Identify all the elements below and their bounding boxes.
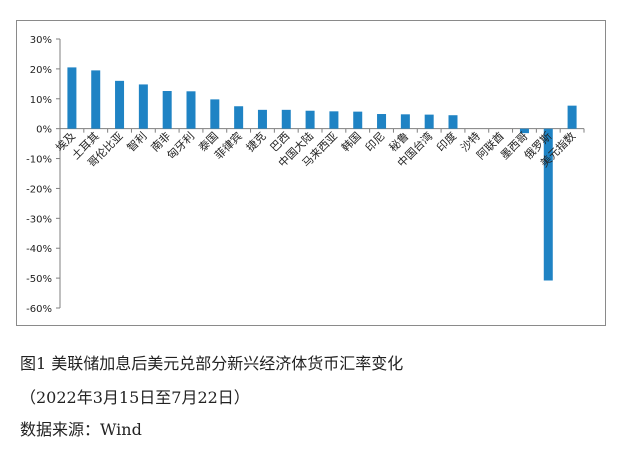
bar (162, 91, 172, 129)
bar (424, 114, 434, 129)
bar (91, 70, 101, 129)
bar (234, 106, 244, 129)
bar (519, 128, 529, 134)
bar (400, 114, 410, 129)
x-tick-label: 捷克 (243, 129, 268, 154)
bar (329, 111, 339, 129)
bar (543, 128, 553, 281)
y-tick-label: -10% (26, 155, 52, 166)
bar (377, 114, 387, 129)
figure-title: 图1 美联储加息后美元兑部分新兴经济体货币汇率变化 (20, 354, 404, 373)
bar (115, 80, 125, 129)
date-range: （2022年3月15日至7月22日） (20, 388, 250, 407)
y-tick-label: -60% (26, 304, 52, 315)
bar (353, 111, 363, 129)
bar-chart: 30%20%10%0%-10%-20%-30%-40%-50%-60%埃及土耳其… (26, 35, 585, 315)
y-tick-label: -40% (26, 244, 52, 255)
x-tick-label: 菲律宾 (212, 129, 245, 162)
y-tick-label: 10% (30, 95, 52, 106)
chart-frame (16, 20, 606, 326)
x-tick-label: 印尼 (363, 130, 388, 155)
x-tick-label: 印度 (434, 129, 459, 154)
x-tick-label: 匈牙利 (164, 129, 197, 162)
y-tick-label: -50% (26, 274, 52, 285)
bar (138, 84, 148, 129)
bar (210, 99, 220, 129)
y-tick-label: -30% (26, 214, 52, 225)
bar (281, 109, 291, 129)
bar (257, 109, 267, 129)
bar (186, 91, 196, 129)
bar (567, 105, 577, 129)
x-tick-label: 韩国 (338, 129, 363, 154)
bar (67, 67, 77, 129)
bar (305, 110, 315, 129)
y-tick-label: 0% (36, 125, 52, 136)
y-tick-label: 30% (30, 35, 52, 46)
data-source: 数据来源：Wind (20, 420, 142, 439)
y-tick-label: -20% (26, 184, 52, 195)
x-tick-label: 智利 (124, 129, 149, 154)
bar (448, 115, 458, 129)
y-tick-label: 20% (30, 65, 52, 76)
